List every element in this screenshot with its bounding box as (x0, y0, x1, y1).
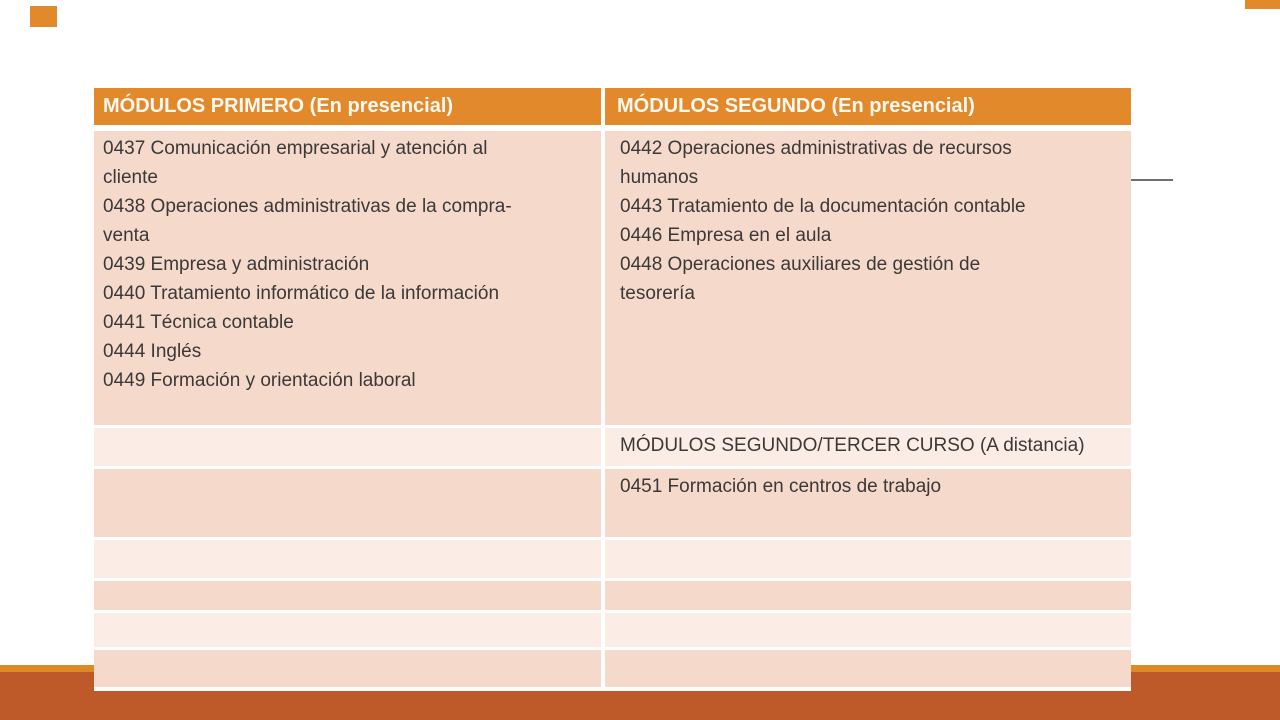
cell-text-line: 0442 Operaciones administrativas de recu… (620, 138, 1012, 159)
modules-table: MÓDULOS PRIMERO (En presencial) MÓDULOS … (94, 88, 1131, 691)
cell-distancia-heading: MÓDULOS SEGUNDO/TERCER CURSO (A distanci… (605, 428, 1131, 466)
table-row (94, 540, 1131, 578)
cell-text-line: MÓDULOS SEGUNDO/TERCER CURSO (A distanci… (620, 435, 1085, 456)
cell-fct-module: 0451 Formación en centros de trabajo (605, 469, 1131, 537)
column-divider (601, 613, 605, 647)
cell-empty (94, 540, 601, 578)
cell-text-line: 0446 Empresa en el aula (620, 225, 832, 246)
cell-empty (94, 469, 601, 537)
cell-empty (605, 540, 1131, 578)
table-row (94, 650, 1131, 687)
table-row (94, 581, 1131, 610)
cell-first-course-modules: 0437 Comunicación empresarial y atención… (94, 131, 601, 425)
cell-text-line: 0448 Operaciones auxiliares de gestión d… (620, 254, 981, 275)
column-divider (601, 131, 605, 425)
cell-text-line: 0440 Tratamiento informático de la infor… (103, 283, 500, 304)
cell-empty (605, 581, 1131, 610)
table-header-row: MÓDULOS PRIMERO (En presencial) MÓDULOS … (94, 88, 1131, 125)
cell-text-line: 0443 Tratamiento de la documentación con… (620, 196, 1026, 217)
cell-text-line: 0451 Formación en centros de trabajo (620, 476, 942, 497)
cell-text-line: 0438 Operaciones administrativas de la c… (103, 196, 512, 217)
cell-text-line: 0441 Técnica contable (103, 312, 294, 333)
column-divider (601, 540, 605, 578)
cell-empty (94, 613, 601, 647)
cell-empty (94, 650, 601, 687)
top-left-accent-rectangle (30, 6, 57, 27)
cell-text-line: 0444 Inglés (103, 341, 202, 362)
cell-text-line: 0439 Empresa y administración (103, 254, 370, 275)
cell-text-line: 0437 Comunicación empresarial y atención… (103, 138, 488, 159)
cell-empty (94, 428, 601, 466)
header-cell-modulos-segundo: MÓDULOS SEGUNDO (En presencial) (605, 88, 1131, 125)
table-row: MÓDULOS SEGUNDO/TERCER CURSO (A distanci… (94, 428, 1131, 466)
header-cell-modulos-primero: MÓDULOS PRIMERO (En presencial) (94, 88, 601, 125)
cell-text-line: venta (103, 225, 150, 246)
column-divider (601, 650, 605, 687)
column-divider (601, 581, 605, 610)
table-row: 0437 Comunicación empresarial y atención… (94, 131, 1131, 425)
cell-text-line: cliente (103, 167, 158, 188)
cell-empty (605, 613, 1131, 647)
table-row: 0451 Formación en centros de trabajo (94, 469, 1131, 537)
cell-empty (94, 581, 601, 610)
cell-text-line: tesorería (620, 283, 695, 304)
table-row (94, 613, 1131, 647)
cell-text-line: 0449 Formación y orientación laboral (103, 370, 416, 391)
right-gray-divider-line (1127, 179, 1173, 181)
column-divider (601, 469, 605, 537)
column-divider (601, 428, 605, 466)
top-right-accent-strip (1245, 0, 1280, 9)
cell-second-course-modules: 0442 Operaciones administrativas de recu… (605, 131, 1131, 425)
cell-text-line: humanos (620, 167, 699, 188)
column-divider (601, 88, 605, 125)
cell-empty (605, 650, 1131, 687)
